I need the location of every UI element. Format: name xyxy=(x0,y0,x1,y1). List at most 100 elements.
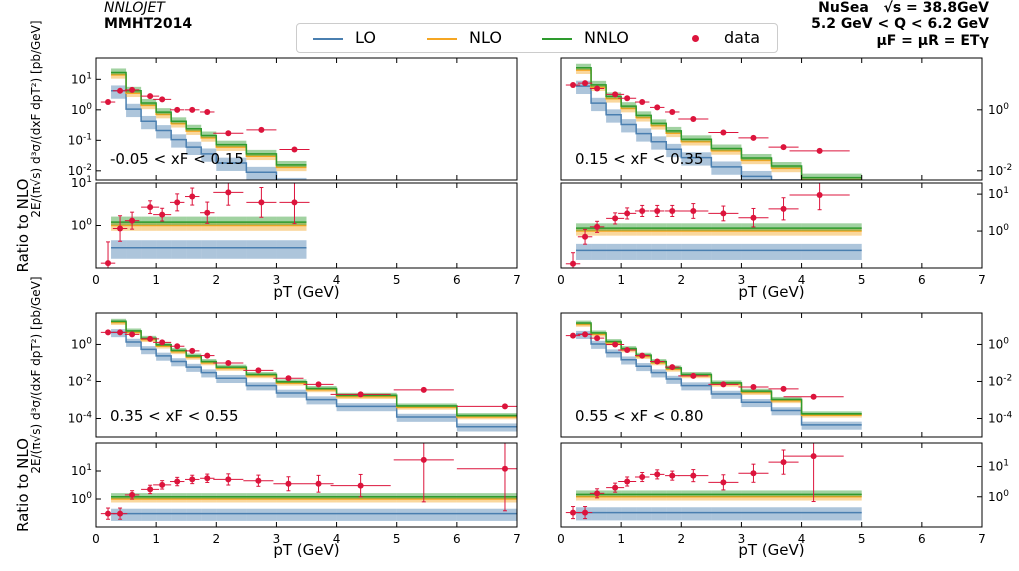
data-point xyxy=(669,364,676,371)
ratio-data-point xyxy=(174,199,181,206)
ratio-band-nnlo xyxy=(111,493,127,499)
ratio-data-point xyxy=(147,204,154,211)
experiment-energy: NuSea √s = 38.8GeV xyxy=(818,0,989,16)
ratio-band-nnlo xyxy=(156,493,172,499)
x-tick-label: 0 xyxy=(92,273,100,287)
legend-swatch-data xyxy=(692,35,699,42)
data-point xyxy=(225,359,232,366)
band-nnlo xyxy=(711,144,742,151)
band-lo xyxy=(216,157,247,171)
band-lo xyxy=(681,382,712,391)
ratio-band-lo xyxy=(186,240,202,259)
ratio-band-lo xyxy=(801,243,862,260)
x-tick-label: 0 xyxy=(557,273,565,287)
ratio-data-point xyxy=(582,509,589,516)
data-point xyxy=(255,367,262,374)
ratio-band-nnlo xyxy=(666,490,682,497)
line-nnlo xyxy=(576,66,862,179)
data-point xyxy=(117,87,124,94)
band-nnlo xyxy=(591,80,607,87)
band-lo xyxy=(156,125,172,139)
x-tick-label: 0 xyxy=(92,532,100,546)
ratio-band-nnlo xyxy=(246,216,277,226)
data-point xyxy=(639,352,646,359)
ratio-band-lo xyxy=(336,508,397,521)
panel-top-right: 0.15 < xF < 0.35 pT (GeV) xyxy=(560,57,983,301)
ratio-data-point xyxy=(225,189,232,196)
band-lo xyxy=(621,119,637,133)
ratio-band-nnlo xyxy=(606,223,622,231)
data-point xyxy=(594,335,601,342)
ratio-band-lo xyxy=(156,508,172,521)
ratio-plot-area xyxy=(565,443,862,521)
data-point xyxy=(147,93,154,100)
ratio-band-lo xyxy=(741,507,772,521)
panel-bottom-left: 0.35 < xF < 0.55 pT (GeV) 2E/(π√s) d³σ/(dx… xyxy=(14,276,518,559)
x-tick-label: 7 xyxy=(978,532,986,546)
ratio-band-lo xyxy=(681,507,712,521)
x-tick-label: 5 xyxy=(393,273,401,287)
ratio-band-lo xyxy=(111,240,127,259)
data-point xyxy=(159,96,166,103)
data-point xyxy=(258,126,265,133)
ratio-data-point xyxy=(690,207,697,214)
x-tick-label: 6 xyxy=(918,532,926,546)
band-lo xyxy=(666,143,682,158)
band-lo xyxy=(246,166,277,180)
x-tick-label: 2 xyxy=(212,532,220,546)
ratio-y-tick-label: 101 xyxy=(988,186,1009,201)
data-point xyxy=(816,147,823,154)
band-lo xyxy=(711,390,742,399)
ratio-data-point xyxy=(570,260,577,267)
legend-item-nlo: NLO xyxy=(427,28,517,48)
ratio-data-point xyxy=(669,207,676,214)
ratio-frame xyxy=(560,182,983,269)
ratio-band-lo xyxy=(171,508,187,521)
ratio-plot-area xyxy=(100,183,310,268)
x-tick-label: 2 xyxy=(677,273,685,287)
data-point xyxy=(105,329,112,336)
ratio-band-lo xyxy=(141,508,157,521)
program-label: NNLOJET xyxy=(104,0,165,16)
main-frame xyxy=(560,57,983,181)
ratio-band-nnlo xyxy=(651,223,667,231)
main-plot-area xyxy=(100,68,310,180)
ratio-data-point xyxy=(720,210,727,217)
x-tick-label: 7 xyxy=(978,273,986,287)
line-lo xyxy=(576,333,862,426)
ratio-band-nnlo xyxy=(141,216,157,226)
x-tick-label: 7 xyxy=(513,273,521,287)
legend-label-nlo: NLO xyxy=(469,28,502,47)
legend-label-data: data xyxy=(724,28,761,47)
ratio-band-lo xyxy=(591,507,607,521)
panel-range-label: -0.05 < xF < 0.15 xyxy=(110,150,244,168)
data-point xyxy=(654,104,661,111)
ratio-band-lo xyxy=(171,240,187,259)
x-tick-label: 4 xyxy=(333,273,341,287)
ratio-band-lo xyxy=(276,240,307,259)
panel-top-left: -0.05 < xF < 0.15 pT (GeV) 2E/(π√s) d³σ/(d… xyxy=(14,20,518,301)
line-nlo xyxy=(576,323,862,416)
data-point xyxy=(117,329,124,336)
data-point xyxy=(129,331,136,338)
ratio-y-tick-label: 101 xyxy=(71,463,92,478)
ratio-data-point xyxy=(117,225,124,232)
ratio-y-tick-label: 100 xyxy=(71,218,92,233)
band-lo xyxy=(606,349,622,358)
data-point xyxy=(420,386,427,393)
ratio-y-tick-label: 100 xyxy=(988,223,1009,238)
panel-range-label: 0.55 < xF < 0.80 xyxy=(575,407,704,425)
ratio-band-nnlo xyxy=(216,493,247,499)
ratio-data-point xyxy=(654,471,661,478)
ratio-band-lo xyxy=(156,240,172,259)
y-axis-label-main: 2E/(π√s) d³σ/(dxF dpT²) [pb/GeV] xyxy=(29,276,43,473)
ratio-data-point xyxy=(582,233,589,240)
ratio-band-lo xyxy=(606,243,622,260)
ratio-band-nnlo xyxy=(771,223,802,231)
ratio-band-nnlo xyxy=(711,223,742,231)
ratio-band-nnlo xyxy=(306,493,337,499)
y-tick-label: 10-4 xyxy=(988,410,1013,425)
band-lo xyxy=(141,115,157,130)
band-lo xyxy=(741,170,772,180)
x-tick-label: 1 xyxy=(617,532,625,546)
